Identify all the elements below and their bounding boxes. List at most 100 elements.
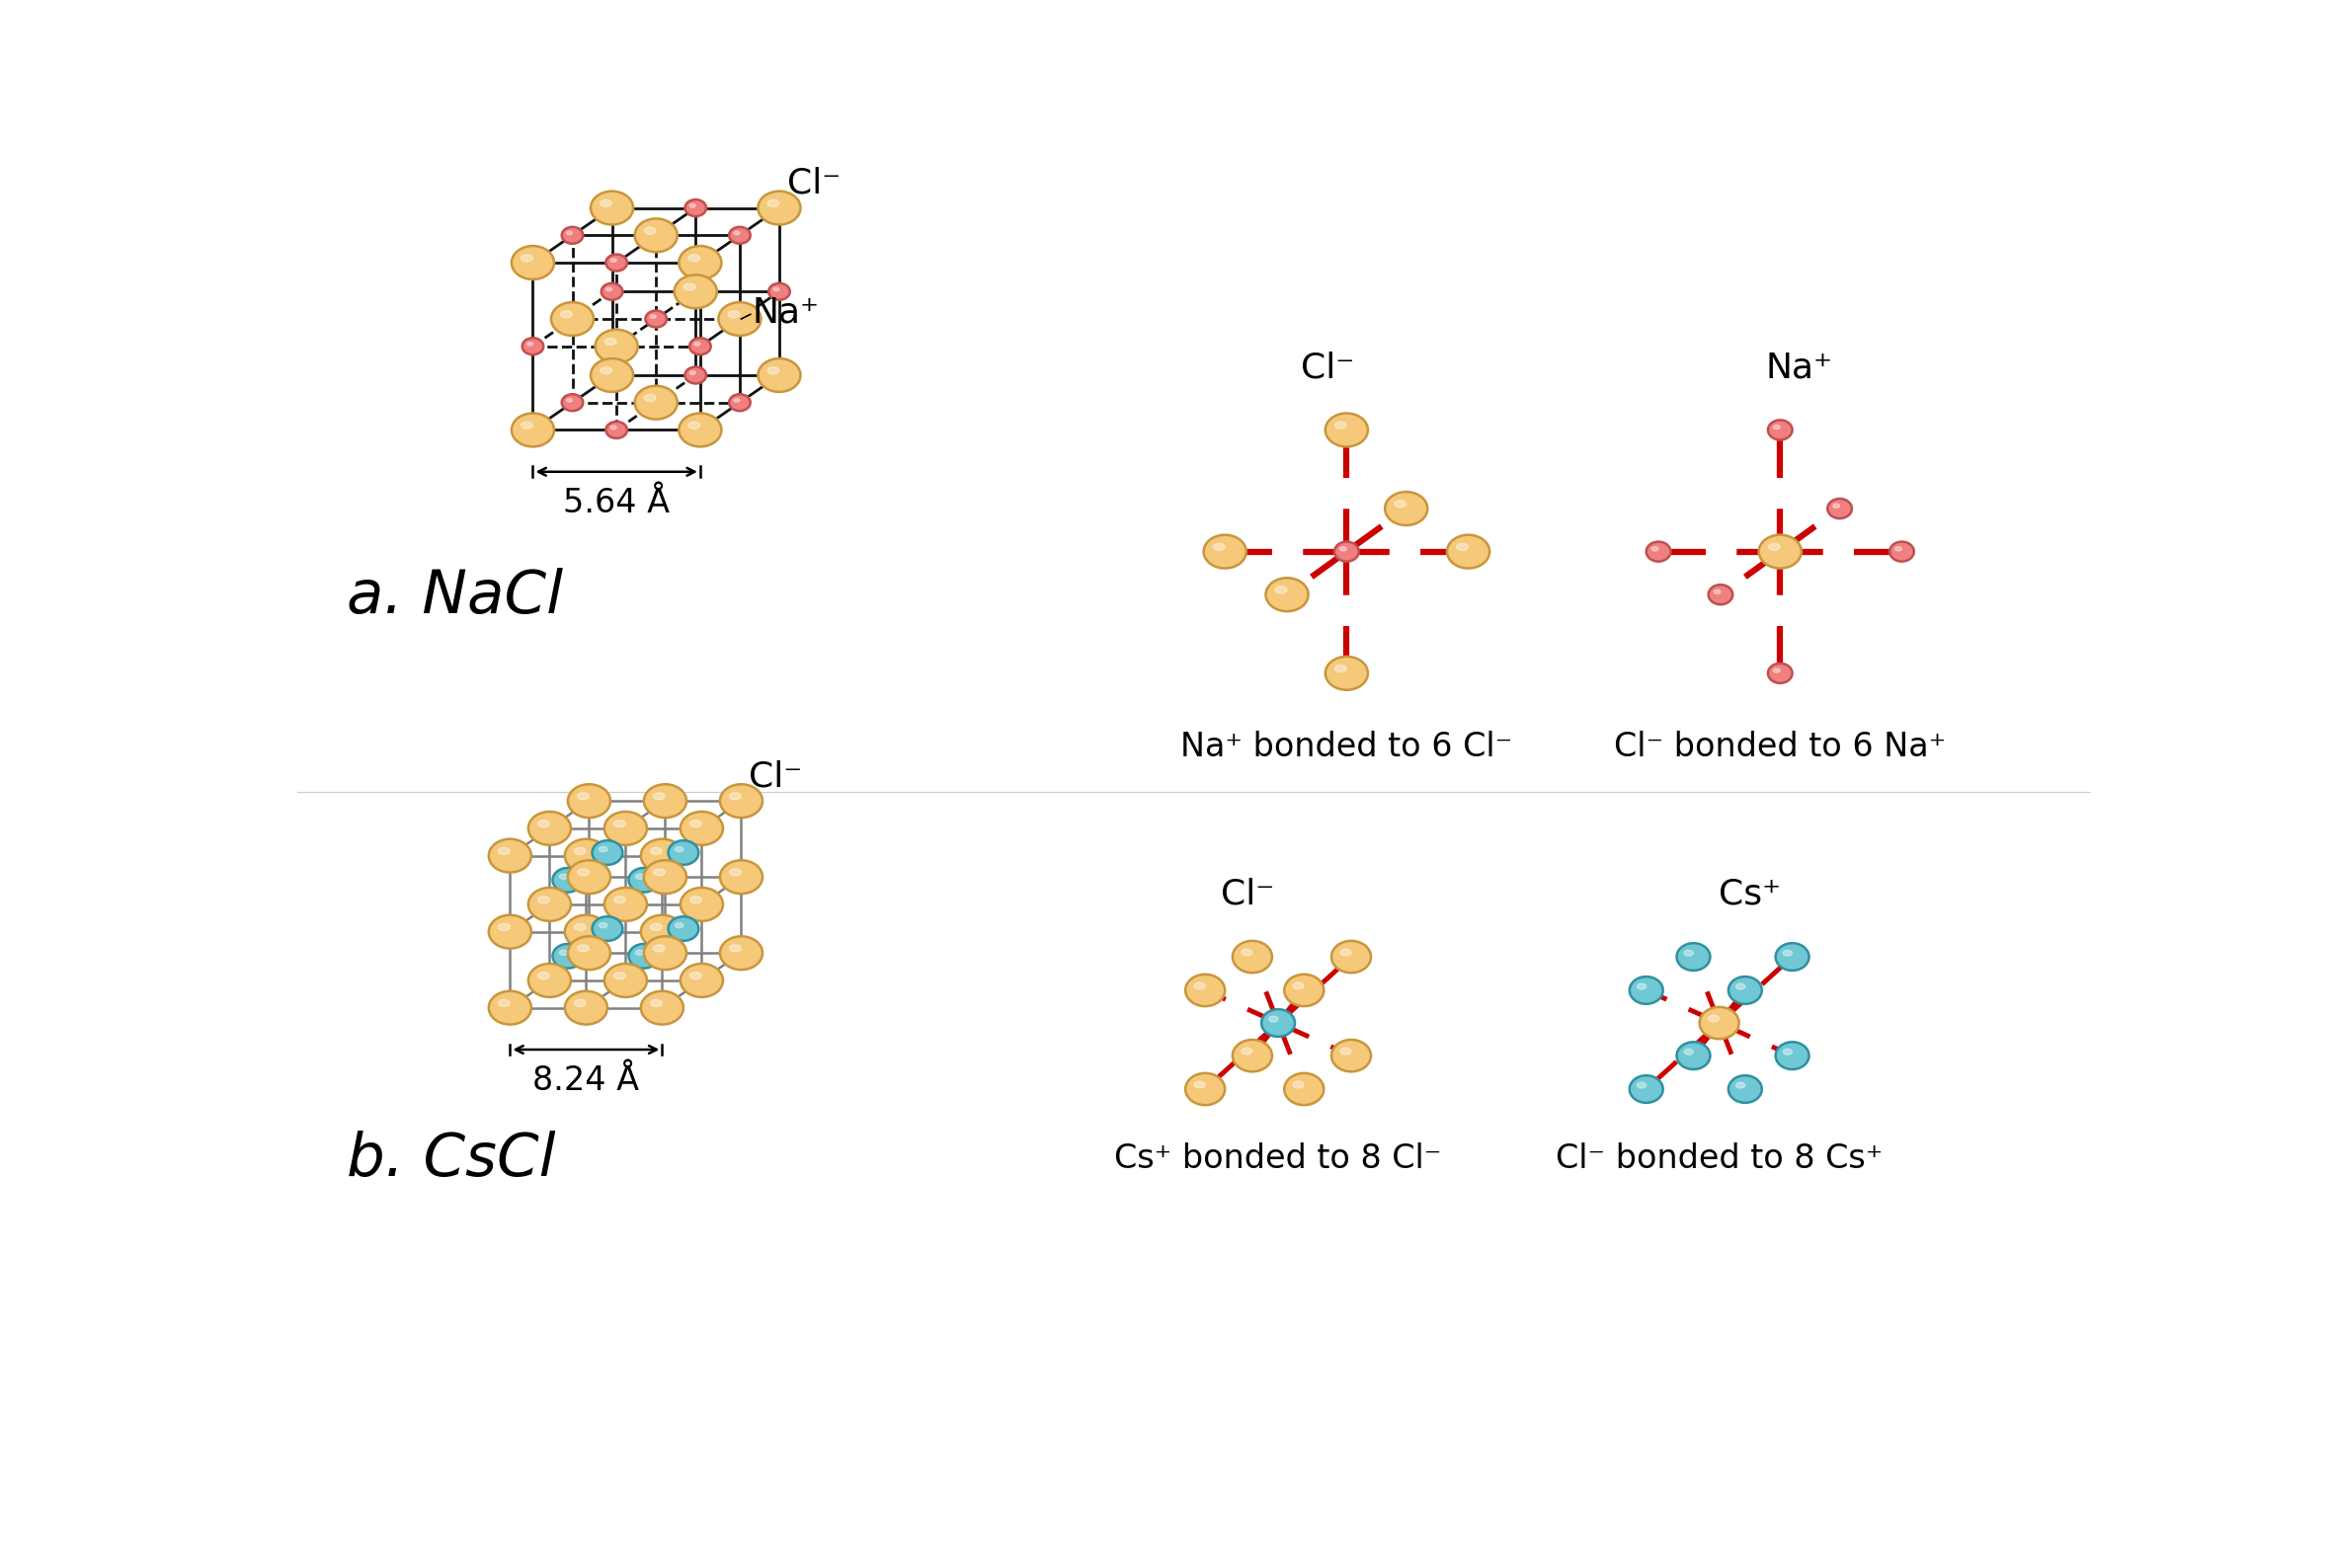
Text: Cs⁺ bonded to 8 Cl⁻: Cs⁺ bonded to 8 Cl⁻: [1114, 1143, 1442, 1174]
Ellipse shape: [603, 812, 648, 845]
Ellipse shape: [1759, 535, 1801, 568]
Ellipse shape: [489, 916, 531, 949]
Ellipse shape: [1340, 949, 1351, 956]
Ellipse shape: [690, 339, 711, 354]
Ellipse shape: [687, 422, 699, 428]
Ellipse shape: [559, 950, 569, 955]
Ellipse shape: [573, 999, 585, 1007]
Ellipse shape: [1233, 941, 1272, 972]
Ellipse shape: [499, 848, 510, 855]
Ellipse shape: [1890, 541, 1913, 561]
Ellipse shape: [1293, 1082, 1305, 1088]
Text: b. CsCl: b. CsCl: [347, 1131, 555, 1189]
Ellipse shape: [769, 284, 790, 299]
Ellipse shape: [1335, 422, 1347, 428]
Ellipse shape: [650, 315, 657, 318]
Ellipse shape: [1736, 1082, 1745, 1088]
Ellipse shape: [1233, 1040, 1272, 1071]
Ellipse shape: [522, 339, 543, 354]
Ellipse shape: [610, 259, 617, 262]
Ellipse shape: [1384, 492, 1428, 525]
Ellipse shape: [559, 873, 569, 880]
Ellipse shape: [1685, 950, 1694, 956]
Ellipse shape: [606, 254, 627, 271]
Ellipse shape: [1629, 1076, 1664, 1102]
Ellipse shape: [1275, 586, 1286, 593]
Ellipse shape: [1775, 1043, 1808, 1069]
Ellipse shape: [652, 793, 664, 800]
Ellipse shape: [613, 897, 624, 903]
Ellipse shape: [1708, 585, 1734, 605]
Ellipse shape: [650, 999, 662, 1007]
Ellipse shape: [643, 227, 657, 234]
Ellipse shape: [1265, 579, 1309, 612]
Text: Cl⁻: Cl⁻: [748, 760, 802, 793]
Ellipse shape: [1335, 665, 1347, 673]
Ellipse shape: [562, 394, 582, 411]
Ellipse shape: [522, 254, 534, 262]
Ellipse shape: [643, 395, 657, 401]
Ellipse shape: [599, 847, 608, 851]
Text: Cl⁻: Cl⁻: [1300, 351, 1354, 384]
Ellipse shape: [513, 414, 555, 447]
Ellipse shape: [499, 999, 510, 1007]
Ellipse shape: [680, 887, 722, 920]
Ellipse shape: [1330, 1040, 1370, 1071]
Ellipse shape: [669, 840, 699, 866]
Ellipse shape: [522, 422, 534, 428]
Ellipse shape: [569, 861, 610, 894]
Ellipse shape: [529, 887, 571, 920]
Ellipse shape: [578, 946, 589, 952]
Ellipse shape: [774, 287, 778, 292]
Ellipse shape: [729, 394, 750, 411]
Ellipse shape: [690, 897, 701, 903]
Ellipse shape: [718, 303, 762, 336]
Text: Cs⁺: Cs⁺: [1720, 878, 1780, 911]
Ellipse shape: [1647, 541, 1671, 561]
Ellipse shape: [727, 310, 739, 318]
Ellipse shape: [606, 339, 617, 345]
Text: Cl⁻ bonded to 8 Cs⁺: Cl⁻ bonded to 8 Cs⁺: [1556, 1143, 1883, 1174]
Ellipse shape: [569, 784, 610, 817]
Text: Na⁺ bonded to 6 Cl⁻: Na⁺ bonded to 6 Cl⁻: [1181, 731, 1512, 764]
Ellipse shape: [1834, 503, 1841, 508]
Ellipse shape: [641, 839, 683, 872]
Ellipse shape: [1729, 977, 1761, 1004]
Ellipse shape: [720, 784, 762, 817]
Ellipse shape: [601, 367, 613, 375]
Ellipse shape: [1638, 1082, 1647, 1088]
Ellipse shape: [729, 946, 741, 952]
Text: 5.64 Å: 5.64 Å: [564, 488, 671, 519]
Ellipse shape: [613, 972, 624, 980]
Ellipse shape: [767, 367, 778, 375]
Ellipse shape: [552, 944, 582, 967]
Ellipse shape: [601, 199, 613, 207]
Ellipse shape: [1773, 668, 1780, 673]
Ellipse shape: [1768, 420, 1792, 439]
Ellipse shape: [1768, 544, 1780, 550]
Ellipse shape: [1205, 535, 1247, 568]
Ellipse shape: [603, 964, 648, 997]
Ellipse shape: [1456, 544, 1468, 550]
Ellipse shape: [1326, 657, 1368, 690]
Ellipse shape: [564, 991, 608, 1024]
Ellipse shape: [650, 924, 662, 930]
Ellipse shape: [529, 812, 571, 845]
Ellipse shape: [652, 946, 664, 952]
Ellipse shape: [1284, 1073, 1323, 1105]
Ellipse shape: [1340, 547, 1347, 550]
Ellipse shape: [680, 964, 722, 997]
Ellipse shape: [513, 246, 555, 279]
Ellipse shape: [1447, 535, 1489, 568]
Ellipse shape: [578, 793, 589, 800]
Ellipse shape: [690, 204, 697, 207]
Ellipse shape: [1782, 950, 1792, 956]
Ellipse shape: [489, 991, 531, 1024]
Ellipse shape: [589, 191, 634, 224]
Ellipse shape: [690, 820, 701, 828]
Ellipse shape: [566, 230, 573, 235]
Ellipse shape: [1638, 983, 1647, 989]
Ellipse shape: [606, 422, 627, 439]
Ellipse shape: [720, 861, 762, 894]
Ellipse shape: [1335, 541, 1358, 561]
